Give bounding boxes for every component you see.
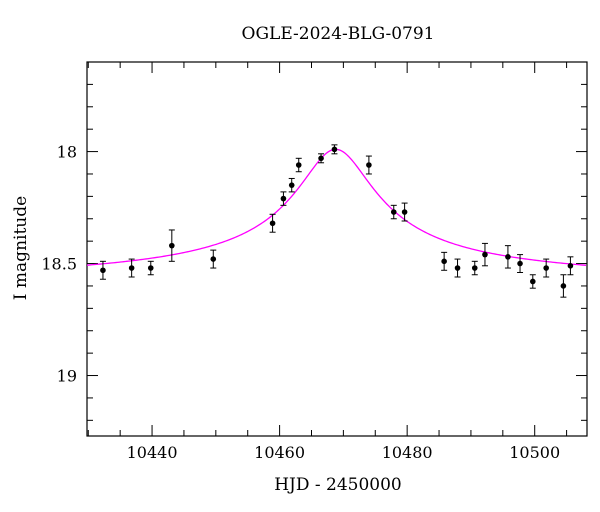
data-point <box>210 256 217 262</box>
data-point <box>441 258 447 265</box>
data-point <box>517 260 523 267</box>
data-point <box>505 254 511 260</box>
data-point <box>471 265 478 271</box>
data-point <box>288 182 295 188</box>
plot-frame <box>86 61 588 437</box>
data-point <box>454 265 461 271</box>
data-point <box>331 146 338 153</box>
chart-title: OGLE-2024-BLG-0791 <box>242 24 435 44</box>
x-tick-label: 10460 <box>254 443 305 462</box>
x-tick-label: 10440 <box>127 443 178 462</box>
data-point <box>482 251 488 258</box>
data-point <box>560 283 567 289</box>
x-axis-label: HJD - 2450000 <box>274 475 402 495</box>
data-point <box>529 278 536 285</box>
x-tick-label: 10500 <box>509 443 560 462</box>
data-point <box>295 162 302 168</box>
data-point <box>128 265 135 271</box>
data-point <box>401 209 408 215</box>
plot-area: 10440 10460 10480 10500 18 18.5 19 <box>41 61 588 462</box>
data-point <box>390 209 397 215</box>
y-tick-label: 18 <box>57 143 77 162</box>
data-point <box>147 265 154 271</box>
data-point <box>269 220 276 227</box>
y-tick-label: 19 <box>57 367 77 386</box>
data-point <box>280 195 287 202</box>
data-point <box>100 267 106 274</box>
data-point <box>169 242 175 249</box>
model-curve <box>86 148 587 266</box>
y-axis-label: I magnitude <box>11 196 31 300</box>
x-tick-label: 10480 <box>382 443 433 462</box>
data-point <box>543 265 549 271</box>
data-point <box>567 262 574 269</box>
y-tick-label: 18.5 <box>41 255 77 274</box>
data-point <box>318 155 324 162</box>
data-point <box>366 162 372 168</box>
